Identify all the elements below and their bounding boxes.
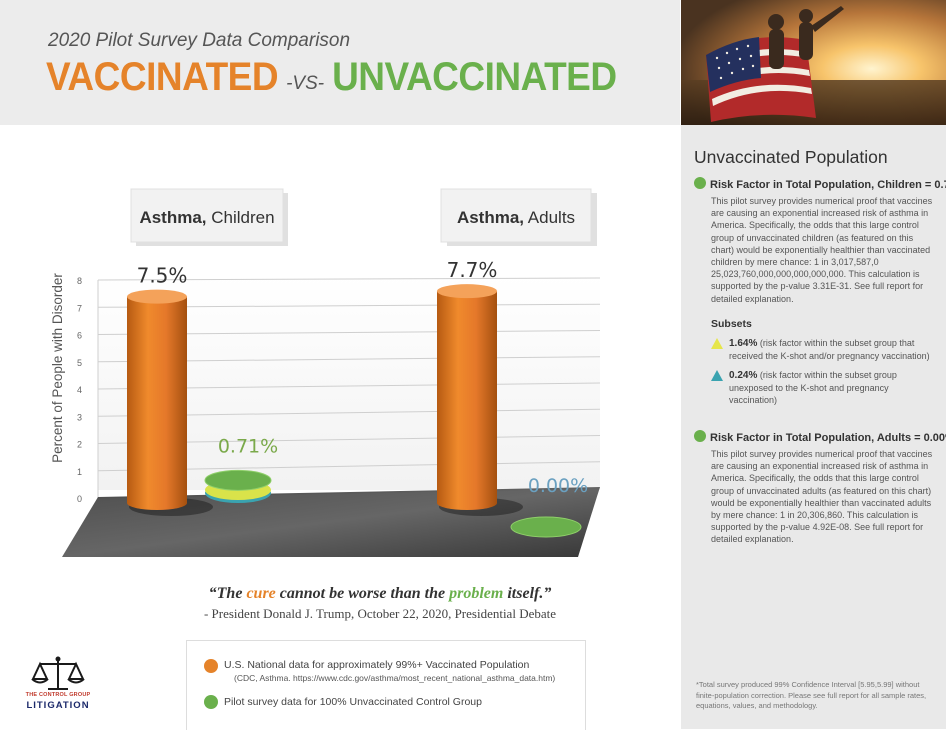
green-dot-icon — [694, 430, 706, 442]
y-tick-label: 7 — [77, 303, 82, 313]
bar-vaccinated — [437, 284, 523, 516]
category-adults-bold: Asthma, — [457, 208, 524, 227]
title-vaccinated: VACCINATED — [46, 54, 279, 99]
trump-quote: “The cure cannot be worse than the probl… — [208, 585, 552, 602]
y-tick-label: 6 — [77, 331, 82, 341]
y-tick-label: 0 — [77, 494, 82, 504]
adults-risk-heading: Risk Factor in Total Population, Adults … — [694, 430, 946, 444]
scales-of-justice-icon — [31, 656, 85, 690]
legend-vaccinated-dot — [204, 659, 218, 673]
teal-triangle-icon — [711, 370, 723, 381]
bar-unvaccinated — [510, 516, 582, 538]
quote-attribution: - President Donald J. Trump, October 22,… — [203, 606, 557, 621]
category-label-adults: Asthma, Adults — [440, 188, 597, 246]
main-title: VACCINATED -VS- UNVACCINATED — [46, 54, 617, 99]
bar-vaccinated — [127, 289, 213, 516]
asthma-chart: 0 1 2 3 4 5 6 7 8 7.5% 7.7% 0.71% 0.00% Percent of … — [0, 125, 680, 570]
adults-risk-text: This pilot survey provides numerical pro… — [711, 449, 933, 545]
svg-text:Asthma, Adults: Asthma, Adults — [457, 208, 575, 227]
logo-line2: LITIGATION — [26, 700, 90, 711]
subset-unexposed: 0.24% (risk factor within the subset gro… — [711, 369, 937, 406]
subset-kshot: 1.64% (risk factor within the subset gro… — [711, 337, 937, 362]
y-tick-label: 4 — [77, 385, 82, 395]
yellow-triangle-icon — [711, 338, 723, 349]
unvaccinated-sidebar: Unvaccinated Population Risk Factor in T… — [681, 125, 946, 729]
children-risk-text: This pilot survey provides numerical pro… — [711, 196, 933, 304]
sidebar-title: Unvaccinated Population — [694, 147, 888, 167]
y-tick-label: 1 — [77, 467, 82, 477]
y-tick-label: 5 — [77, 358, 82, 368]
data-label: 0.00% — [528, 475, 588, 497]
title-vs: -VS- — [286, 73, 325, 94]
y-axis-label: Percent of People with Disorder — [50, 273, 65, 463]
legend-unvaccinated-label: Pilot survey data for 100% Unvaccinated … — [224, 696, 482, 708]
y-tick-label: 2 — [77, 440, 82, 450]
y-axis-ticks: 0 1 2 3 4 5 6 7 8 — [77, 276, 82, 504]
children-flag-photo — [681, 0, 946, 125]
title-unvaccinated: UNVACCINATED — [332, 54, 617, 99]
category-adults-rest: Adults — [524, 208, 575, 227]
header-subtitle: 2020 Pilot Survey Data Comparison — [48, 30, 351, 51]
category-label-children: Asthma, Children — [130, 188, 288, 246]
y-tick-label: 8 — [77, 276, 82, 286]
chart-svg: 0 1 2 3 4 5 6 7 8 7.5% 7.7% 0.71% 0.00% Percent of … — [50, 188, 601, 557]
subsets-heading: Subsets — [711, 318, 752, 330]
chart-legend: U.S. National data for approximately 99%… — [186, 640, 586, 730]
quote-problem: problem — [449, 585, 504, 602]
category-children-rest: Children — [207, 208, 275, 227]
legend-vaccinated-source: (CDC, Asthma. https://www.cdc.gov/asthma… — [234, 673, 556, 683]
green-dot-icon — [694, 177, 706, 189]
logo-line1: THE CONTROL GROUP — [25, 692, 91, 698]
chart-bars: 7.5% 7.7% 0.71% 0.00% — [127, 258, 588, 538]
bar-top — [437, 284, 497, 299]
header-banner: 2020 Pilot Survey Data Comparison VACCIN… — [0, 0, 680, 125]
bar-top — [127, 289, 187, 304]
y-tick-label: 3 — [77, 412, 82, 422]
legend-unvaccinated-dot — [204, 695, 218, 709]
category-children-bold: Asthma, — [139, 208, 206, 227]
survey-footnote: *Total survey produced 99% Confidence In… — [696, 680, 927, 710]
bar-unvaccinated — [204, 469, 272, 503]
quote-cure: cure — [246, 585, 276, 602]
svg-text:Asthma, Children: Asthma, Children — [139, 208, 274, 227]
gridline — [97, 277, 601, 281]
control-group-logo: THE CONTROL GROUP LITIGATION — [18, 655, 98, 715]
legend-vaccinated-label: U.S. National data for approximately 99%… — [224, 659, 530, 671]
children-risk-heading: Risk Factor in Total Population, Childre… — [694, 177, 946, 191]
data-label: 7.7% — [447, 258, 498, 282]
data-label: 7.5% — [137, 264, 188, 288]
data-label: 0.71% — [218, 435, 278, 457]
